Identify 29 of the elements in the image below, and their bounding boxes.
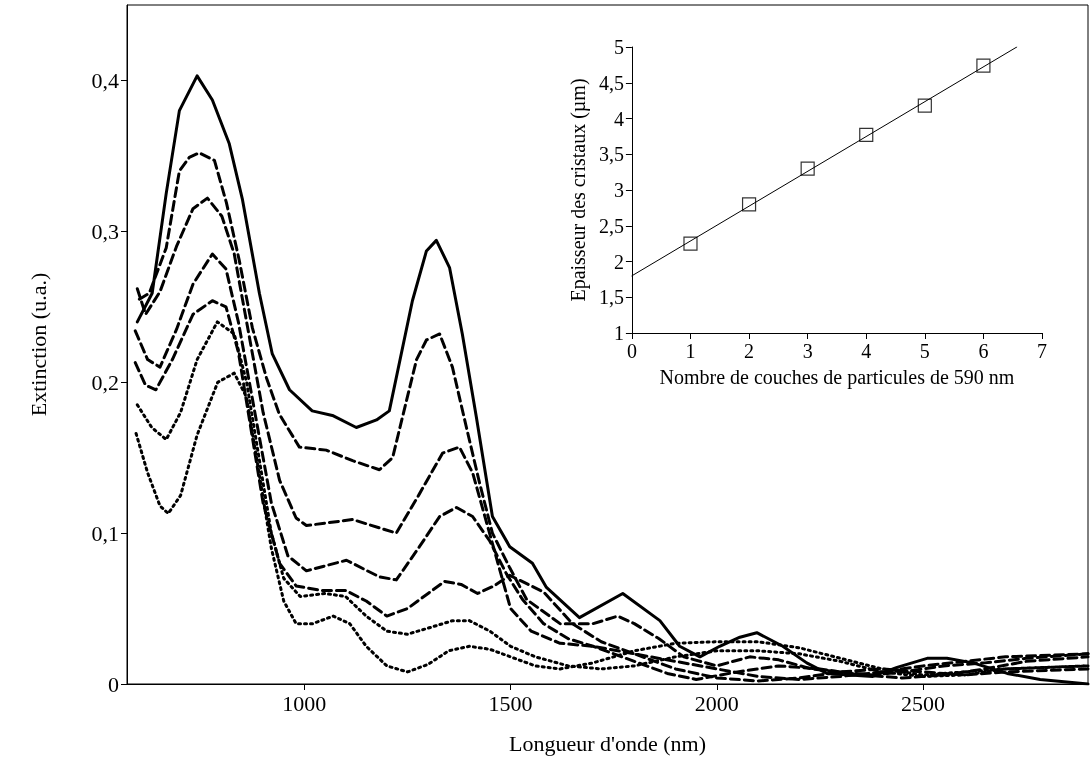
y-tick-label: 3,5 (598, 143, 624, 166)
y-tick-label: 0 (108, 671, 119, 697)
y-tick-label: 3 (613, 179, 624, 201)
y-tick-label: 2,5 (598, 214, 624, 237)
x-tick-label: 3 (802, 340, 813, 362)
x-tick-label: 2000 (694, 690, 739, 716)
x-tick-label: 1 (685, 340, 696, 362)
y-tick-label: 5 (613, 36, 624, 58)
y-tick-label: 0,1 (91, 520, 119, 546)
x-axis-title: Nombre de couches de particules de 590 nm (659, 366, 1015, 389)
x-tick-label: 7 (1037, 340, 1047, 362)
x-tick-label: 2500 (901, 690, 946, 716)
x-tick-label: 1500 (488, 690, 533, 716)
y-tick-label: 0,3 (91, 218, 119, 244)
x-axis-title: Longueur d'onde (nm) (508, 730, 707, 756)
x-tick-label: 1000 (282, 690, 327, 716)
y-tick-label: 0,2 (91, 369, 119, 395)
x-tick-label: 6 (978, 340, 989, 362)
y-tick-label: 1 (613, 322, 624, 344)
x-tick-label: 2 (744, 340, 755, 362)
y-tick-label: 4 (613, 107, 624, 130)
x-tick-label: 4 (861, 340, 872, 362)
y-tick-label: 0,4 (91, 67, 119, 93)
y-axis-title: Extinction (u.a.) (25, 272, 51, 417)
y-tick-label: 1,5 (598, 286, 624, 309)
x-tick-label: 5 (919, 340, 930, 362)
y-axis-title: Epaisseur des cristaux (µm) (567, 78, 590, 302)
y-tick-label: 4,5 (598, 71, 624, 94)
y-tick-label: 2 (613, 250, 624, 273)
